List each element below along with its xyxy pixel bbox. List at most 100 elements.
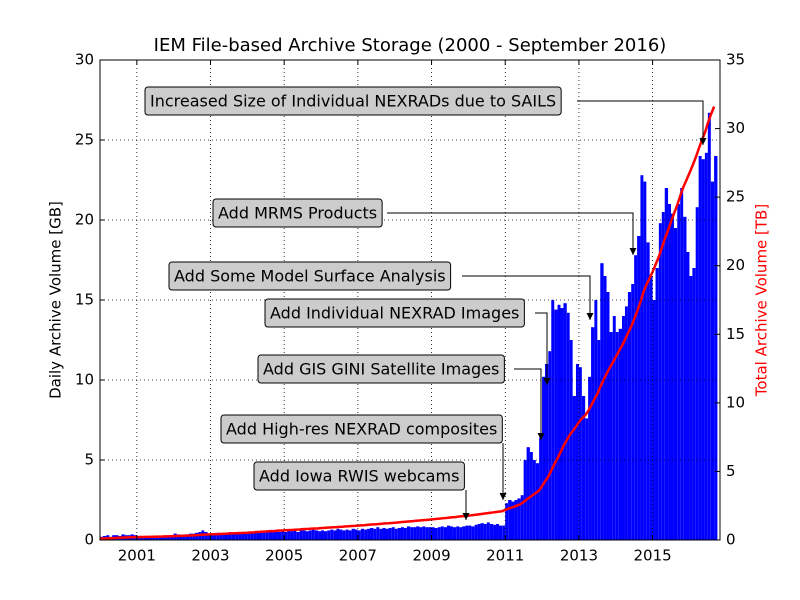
bar [542,376,546,540]
bar [136,536,140,540]
bar [640,175,644,540]
bar [468,525,472,540]
bar [281,531,285,540]
y-tick-label: 15 [75,291,94,309]
bar [646,242,650,540]
x-tick-label: 2003 [191,547,229,565]
bar [388,528,392,540]
bar [560,308,564,540]
bar [207,533,211,540]
bar [578,367,582,540]
annotation: Add MRMS Products [212,198,383,228]
annotation-text: Add Some Model Surface Analysis [174,267,446,286]
bar [235,532,239,540]
bar [241,532,245,540]
bar [563,303,567,540]
bar [557,304,561,540]
bar [323,531,328,540]
bar [437,527,441,540]
y-tick-label: 0 [84,531,94,549]
bar [514,500,518,540]
bar [422,526,426,540]
bar [185,534,190,540]
bar [364,529,368,540]
bar [155,537,159,540]
bar [668,204,672,540]
y-tick-label: 20 [75,211,94,229]
bar [354,529,358,540]
bar [606,292,610,540]
bar [213,533,217,540]
bar [382,528,386,540]
bar [655,268,659,540]
bar [274,532,278,540]
bar [379,528,383,540]
bar [416,526,420,540]
bar [600,263,604,540]
bar [569,340,573,540]
bar [265,531,269,540]
bar [419,527,423,540]
bar [250,532,254,540]
bar [204,532,208,540]
annotation-box [253,461,465,491]
bar [447,525,450,540]
annotation-box [168,261,452,291]
annotation-box [212,198,383,228]
y2-tick-label: 30 [726,119,745,137]
bar [707,112,711,541]
bar [397,528,401,540]
bar [161,537,165,540]
bar [219,533,223,540]
bar [299,528,303,540]
bar [339,529,343,540]
bar [179,535,183,540]
y-tick-label: 5 [84,451,94,469]
bar [287,530,291,540]
bar [139,537,144,540]
x-tick-label: 2015 [633,547,671,565]
bar [345,529,349,540]
annotation-text: Add GIS GINI Satellite Images [263,360,499,379]
annotation-text: Add High-res NEXRAD composites [226,420,497,439]
bar [459,527,463,540]
bar [321,530,324,540]
bar [462,526,466,540]
bar [394,528,398,540]
y-axis-label: Daily Archive Volume [GB] [47,201,65,399]
y2-tick-label: 20 [726,256,745,274]
bar [290,531,294,540]
bar [634,255,638,540]
bar [502,525,506,540]
bar [591,327,595,540]
bar [704,152,708,541]
bar [296,532,300,540]
bar [673,228,678,540]
bar [686,252,690,540]
bar [520,495,524,540]
bar [535,463,540,540]
bar [695,207,699,540]
bar [146,537,149,540]
bar [293,530,297,540]
bar [148,536,153,540]
bar [284,532,288,540]
bar [348,530,352,540]
bar [671,213,674,540]
bar [170,535,174,540]
bar [710,181,715,540]
annotation: Add GIS GINI Satellite Images [257,354,505,384]
bar [517,498,521,540]
bar [597,340,601,540]
bar [489,524,494,540]
bar [683,216,687,541]
bar [376,527,380,540]
y2-tick-label: 35 [726,51,745,69]
annotation: Add Some Model Surface Analysis [168,261,452,291]
bar [624,306,628,540]
bar [615,332,619,540]
bar [216,532,220,540]
bar [167,536,171,540]
annotation: Increased Size of Individual NEXRADs due… [144,86,562,116]
bar [403,528,407,540]
